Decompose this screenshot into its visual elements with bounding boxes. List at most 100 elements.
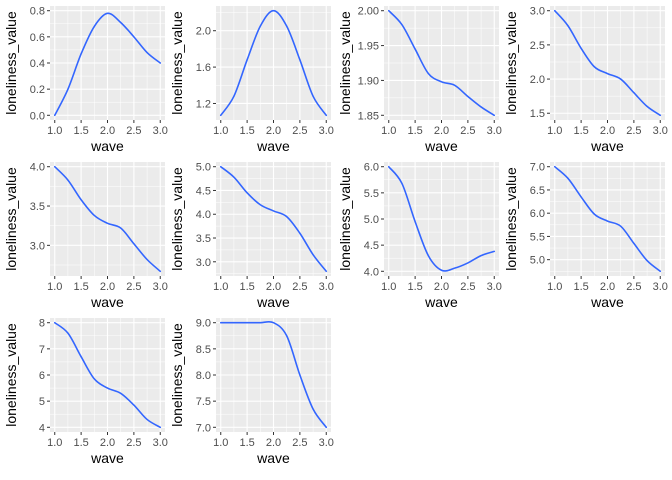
- x-tick-label: 1.5: [73, 437, 88, 449]
- y-tick-label: 8.5: [196, 344, 211, 356]
- y-tick-label: 7.5: [196, 396, 211, 408]
- y-axis-title: loneliness_value: [337, 167, 353, 271]
- y-tick-label: 4.5: [364, 240, 379, 252]
- facet-panel-3: 1.0 1.5 2.0 2.5 3.0 1.85 1.90 1.95 2.00 wave lonel…: [337, 6, 502, 154]
- x-tick-label: 1.0: [47, 125, 62, 137]
- x-tick-label: 1.0: [47, 281, 62, 293]
- x-tick-label: 1.5: [239, 125, 254, 137]
- y-tick-label: 1.2: [196, 98, 211, 110]
- y-tick-label: 1.5: [530, 108, 545, 120]
- facet-panel-6: 1.0 1.5 2.0 2.5 3.0 3.0 3.5 4.0 4.5 5.0 wave loneli…: [169, 162, 334, 310]
- y-tick-label: 1.6: [196, 62, 211, 74]
- y-tick-label: 3.0: [30, 240, 45, 252]
- y-tick-label: 7.0: [196, 422, 211, 434]
- x-tick-label: 1.5: [407, 281, 422, 293]
- y-tick-label: 5: [39, 396, 45, 408]
- y-tick-label: 4.0: [196, 209, 211, 221]
- y-axis-title: loneliness_value: [169, 323, 185, 427]
- y-tick-label: 1.90: [358, 75, 379, 87]
- y-tick-label: 2.5: [530, 40, 545, 52]
- y-tick-label: 6.0: [364, 162, 379, 174]
- y-tick-label: 4.0: [30, 162, 45, 174]
- series-line-1: [53, 12, 162, 117]
- y-axis-title: loneliness_value: [337, 11, 353, 115]
- y-tick-label: 5.0: [530, 255, 545, 267]
- facet-panel-8: 1.0 1.5 2.0 2.5 3.0 5.0 5.5 6.0 6.5 7.0 wave loneli…: [503, 162, 668, 310]
- x-axis-title: wave: [256, 450, 290, 466]
- x-tick-label: 1.5: [73, 125, 88, 137]
- y-tick-label: 6.0: [530, 208, 545, 220]
- series-line-1: [53, 165, 162, 273]
- y-axis-title: loneliness_value: [503, 167, 519, 271]
- y-tick-label: 2.00: [358, 6, 379, 18]
- x-tick-label: 2.5: [460, 281, 475, 293]
- x-tick-label: 2.0: [100, 281, 115, 293]
- y-tick-label: 2.0: [530, 74, 545, 86]
- facet-panel-10: 1.0 1.5 2.0 2.5 3.0 7.0 7.5 8.0 8.5 9.0 wave loneli…: [169, 318, 334, 466]
- x-tick-label: 3.0: [319, 437, 334, 449]
- x-tick-label: 2.5: [460, 125, 475, 137]
- facet-panel-5: 1.0 1.5 2.0 2.5 3.0 3.0 3.5 4.0 wave loneliness_v…: [3, 162, 168, 310]
- y-tick-label: 3.5: [196, 233, 211, 245]
- x-tick-label: 1.0: [381, 281, 396, 293]
- y-tick-label: 0.0: [30, 110, 45, 122]
- y-tick-label: 4: [39, 422, 45, 434]
- x-tick-label: 1.0: [381, 125, 396, 137]
- y-tick-label: 5.0: [196, 162, 211, 174]
- y-tick-label: 0.6: [30, 32, 45, 44]
- x-tick-label: 2.0: [600, 125, 615, 137]
- x-tick-label: 3.0: [487, 281, 502, 293]
- y-tick-label: 4.0: [364, 266, 379, 278]
- y-tick-label: 7.0: [530, 162, 545, 174]
- series-line-1: [553, 165, 662, 273]
- x-axis-title: wave: [90, 450, 124, 466]
- x-tick-label: 2.0: [266, 437, 281, 449]
- x-tick-label: 2.0: [434, 125, 449, 137]
- y-tick-label: 6.5: [530, 185, 545, 197]
- x-tick-label: 1.5: [573, 281, 588, 293]
- x-tick-label: 2.5: [292, 281, 307, 293]
- y-axis-title: loneliness_value: [3, 167, 19, 271]
- x-tick-label: 2.0: [100, 125, 115, 137]
- series-line-1: [387, 165, 496, 272]
- y-tick-label: 6: [39, 370, 45, 382]
- y-tick-label: 2.0: [196, 26, 211, 38]
- x-tick-label: 2.0: [434, 281, 449, 293]
- y-tick-label: 1.85: [358, 110, 379, 122]
- x-tick-label: 2.5: [292, 125, 307, 137]
- x-axis-title: wave: [590, 294, 624, 310]
- x-axis-title: wave: [90, 294, 124, 310]
- facet-panel-4: 1.0 1.5 2.0 2.5 3.01.52.02.53.0wavelonelines…: [503, 6, 668, 154]
- x-tick-label: 1.5: [73, 281, 88, 293]
- x-tick-label: 2.0: [600, 281, 615, 293]
- x-tick-label: 2.5: [126, 437, 141, 449]
- y-tick-label: 5.5: [530, 231, 545, 243]
- y-axis-title: loneliness_value: [3, 323, 19, 427]
- series-line-1: [219, 320, 328, 429]
- y-tick-label: 0.8: [30, 6, 45, 18]
- x-tick-label: 3.0: [487, 125, 502, 137]
- x-tick-label: 2.0: [266, 281, 281, 293]
- x-tick-label: 2.5: [626, 281, 641, 293]
- x-axis-title: wave: [256, 138, 290, 154]
- x-tick-label: 3.0: [153, 125, 168, 137]
- x-tick-label: 1.0: [213, 125, 228, 137]
- x-tick-label: 3.0: [153, 437, 168, 449]
- y-tick-label: 3.0: [196, 257, 211, 269]
- series-line-1: [387, 9, 496, 117]
- x-tick-label: 1.0: [213, 437, 228, 449]
- y-axis-title: loneliness_value: [169, 167, 185, 271]
- x-tick-label: 3.0: [153, 281, 168, 293]
- y-axis-title: loneliness_value: [503, 11, 519, 115]
- x-axis-title: wave: [90, 138, 124, 154]
- y-tick-label: 5.0: [364, 214, 379, 226]
- y-tick-label: 3.0: [530, 6, 545, 18]
- x-axis-title: wave: [424, 294, 458, 310]
- series-line-1: [219, 165, 328, 273]
- x-axis-title: wave: [424, 138, 458, 154]
- x-tick-label: 3.0: [653, 281, 668, 293]
- y-tick-label: 7: [39, 344, 45, 356]
- x-tick-label: 2.5: [126, 125, 141, 137]
- y-tick-label: 8: [39, 318, 45, 330]
